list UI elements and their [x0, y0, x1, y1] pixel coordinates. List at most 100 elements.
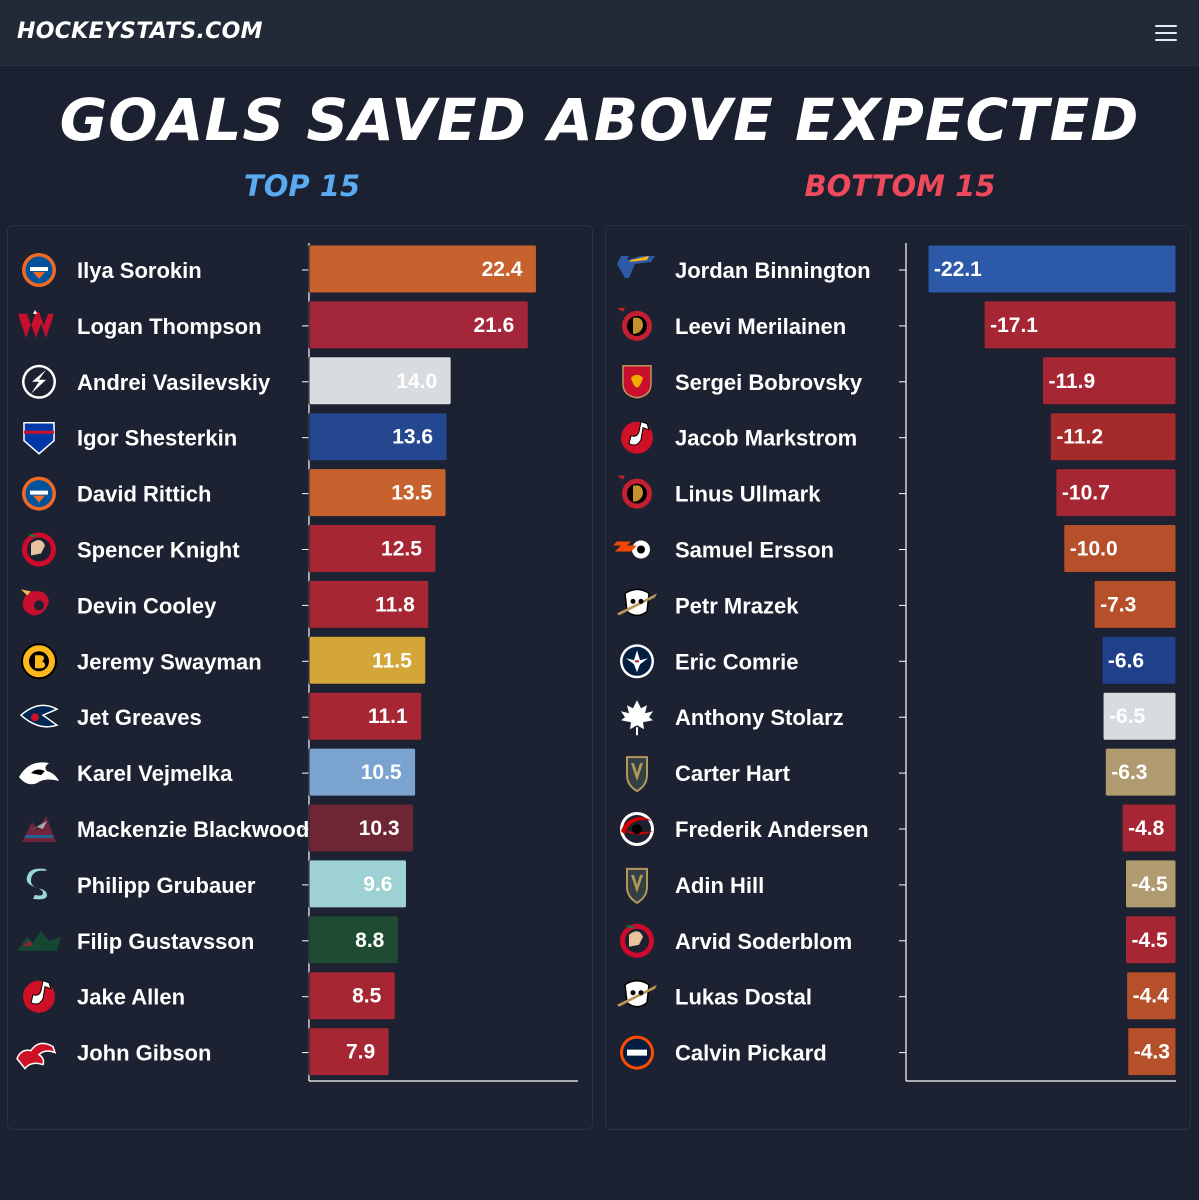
chart-row: Calvin Pickard -4.3 — [620, 1027, 1177, 1077]
team-logo-njd-icon — [621, 421, 653, 454]
chart-row: Spencer Knight 12.5 — [22, 524, 437, 573]
player-name-label: Jeremy Swayman — [77, 649, 262, 674]
team-logo-col-icon — [22, 816, 56, 842]
player-name-label: Linus Ullmark — [675, 482, 821, 507]
chart-row: Lukas Dostal -4.4 — [617, 971, 1177, 1021]
bar-value-label: 8.5 — [352, 985, 382, 1008]
player-name-label: Igor Shesterkin — [77, 426, 237, 451]
page-title: GOALS SAVED ABOVE EXPECTED — [59, 86, 1140, 154]
team-logo-tor-icon — [621, 700, 653, 736]
team-logo-car-icon — [620, 812, 654, 846]
team-logo-njd-icon — [23, 980, 55, 1013]
bar — [308, 524, 437, 573]
bar — [308, 971, 396, 1021]
player-name-label: Ilya Sorokin — [77, 258, 202, 283]
chart-row: Karel Vejmelka 10.5 — [19, 747, 417, 797]
bar-value-label: 10.3 — [359, 817, 400, 840]
team-logo-wpg-icon — [620, 644, 654, 679]
bar-value-label: 9.6 — [363, 873, 392, 896]
team-logo-nyi-icon — [22, 253, 56, 287]
team-logo-min-icon — [17, 930, 61, 951]
player-name-label: Philipp Grubauer — [77, 873, 256, 898]
bar-value-label: -6.6 — [1108, 649, 1144, 672]
chart-row: Adin Hill -4.5 — [626, 859, 1177, 909]
site-logo-text[interactable]: HOCKEYSTATS.COM — [17, 19, 263, 44]
bar — [1093, 579, 1177, 629]
chart-row: Sergei Bobrovsky -11.9 — [622, 356, 1177, 406]
bar-value-label: -7.3 — [1100, 593, 1136, 616]
bar — [308, 300, 529, 350]
team-logo-ana-icon — [617, 588, 657, 617]
bar — [308, 468, 447, 518]
bar — [1049, 412, 1177, 462]
player-name-label: Spencer Knight — [77, 538, 240, 563]
bar — [927, 244, 1177, 294]
team-logo-nyr-icon — [23, 421, 55, 455]
chart-row: Leevi Merilainen -17.1 — [617, 300, 1177, 350]
bar — [308, 356, 452, 406]
bar-value-label: -4.3 — [1134, 1041, 1170, 1064]
chart-row: Arvid Soderblom -4.5 — [620, 915, 1177, 965]
bar — [308, 579, 430, 629]
chart-row: Jake Allen 8.5 — [23, 971, 396, 1021]
team-logo-phi-icon — [613, 540, 650, 559]
chart-row: Carter Hart -6.3 — [626, 747, 1177, 797]
player-name-label: Frederik Andersen — [675, 817, 869, 842]
team-logo-chi-icon — [22, 532, 56, 567]
player-name-label: Filip Gustavsson — [77, 929, 254, 954]
bar-value-label: -4.5 — [1132, 929, 1169, 952]
bar — [308, 244, 537, 294]
top-15-chart-panel — [7, 225, 593, 1130]
bar — [1121, 803, 1177, 853]
chart-row: Anthony Stolarz -6.5 — [621, 691, 1177, 741]
bar — [308, 859, 407, 909]
team-logo-vgk-icon — [626, 867, 648, 905]
chart-row: Jet Greaves 11.1 — [19, 691, 423, 741]
chart-row: Samuel Ersson -10.0 — [613, 524, 1177, 573]
player-name-label: Samuel Ersson — [675, 538, 834, 563]
chart-row: Petr Mrazek -7.3 — [617, 579, 1177, 629]
team-logo-tbl-icon — [22, 364, 56, 399]
bar-value-label: -4.8 — [1128, 817, 1165, 840]
bottom-15-chart: Jordan Binnington -22.1 Leevi Merilainen -1… — [613, 243, 1177, 1082]
bar-value-label: 8.8 — [355, 929, 385, 952]
bar-value-label: -10.0 — [1070, 538, 1118, 561]
bar-value-label: 12.5 — [381, 538, 422, 561]
bar-value-label: 22.4 — [482, 258, 523, 281]
team-logo-stl-icon — [617, 256, 655, 278]
bar — [308, 691, 423, 741]
bar — [1102, 691, 1177, 741]
bar — [1104, 747, 1177, 797]
player-name-label: Eric Comrie — [675, 649, 799, 674]
player-name-label: Mackenzie Blackwood — [77, 817, 309, 842]
bar-value-label: 7.9 — [346, 1041, 375, 1064]
player-name-label: Jet Greaves — [77, 705, 202, 730]
player-name-label: Adin Hill — [675, 873, 764, 898]
player-name-label: Anthony Stolarz — [675, 705, 844, 730]
chart-row: Ilya Sorokin 22.4 — [22, 244, 537, 294]
team-logo-nyi-icon — [22, 476, 56, 511]
bar-value-label: 10.5 — [361, 761, 402, 784]
hamburger-menu-icon[interactable] — [1153, 22, 1179, 44]
chart-row: Philipp Grubauer 9.6 — [26, 859, 407, 909]
team-logo-edm-icon — [620, 1035, 654, 1070]
bar — [1125, 859, 1177, 909]
team-logo-bos-icon — [21, 643, 57, 680]
bar-value-label: -6.3 — [1111, 761, 1147, 784]
player-name-label: John Gibson — [77, 1041, 211, 1066]
chart-row: Linus Ullmark -10.7 — [617, 468, 1177, 518]
bar — [1063, 524, 1177, 573]
player-name-label: Calvin Pickard — [675, 1041, 827, 1066]
player-name-label: Carter Hart — [675, 761, 791, 786]
bar — [308, 803, 415, 853]
top-15-chart: Ilya Sorokin 22.4 Logan Thompson 21.6 Andrei… — [16, 243, 578, 1082]
chart-row: Eric Comrie -6.6 — [620, 635, 1177, 685]
bar-value-label: -11.9 — [1048, 370, 1095, 393]
player-name-label: Logan Thompson — [77, 314, 262, 339]
bar-value-label: 13.6 — [392, 426, 433, 449]
player-name-label: Leevi Merilainen — [675, 314, 846, 339]
player-name-label: Sergei Bobrovsky — [675, 370, 863, 395]
bar — [1125, 915, 1177, 965]
player-name-label: Karel Vejmelka — [77, 761, 233, 786]
team-logo-uta-icon — [19, 762, 59, 785]
